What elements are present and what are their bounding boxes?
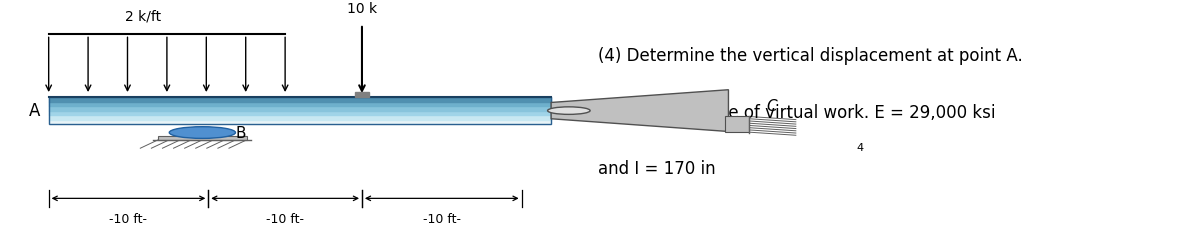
Bar [49, 115, 551, 120]
Circle shape [169, 127, 236, 138]
Text: (4) Determine the vertical displacement at point A.: (4) Determine the vertical displacement … [598, 47, 1023, 65]
Bar [49, 101, 551, 106]
Bar [49, 106, 551, 111]
Text: and I = 170 in: and I = 170 in [598, 160, 716, 178]
Bar [49, 97, 551, 101]
Text: Use the principle of virtual work. E = 29,000 ksi: Use the principle of virtual work. E = 2… [598, 104, 995, 122]
Text: B: B [236, 126, 246, 141]
Bar [725, 117, 749, 132]
Text: -10 ft-: -10 ft- [109, 213, 147, 226]
Bar [158, 136, 246, 140]
Text: -10 ft-: -10 ft- [423, 213, 461, 226]
Text: 4: 4 [856, 143, 863, 153]
Text: -10 ft-: -10 ft- [267, 213, 305, 226]
Polygon shape [551, 90, 729, 131]
Text: C: C [767, 99, 777, 114]
Bar [49, 97, 551, 124]
Circle shape [547, 107, 590, 114]
Text: 10 k: 10 k [347, 2, 377, 16]
Text: A: A [28, 102, 40, 120]
Bar [49, 120, 551, 124]
Text: 2 k/ft: 2 k/ft [126, 10, 161, 24]
Bar [354, 92, 369, 97]
Bar [49, 111, 551, 115]
